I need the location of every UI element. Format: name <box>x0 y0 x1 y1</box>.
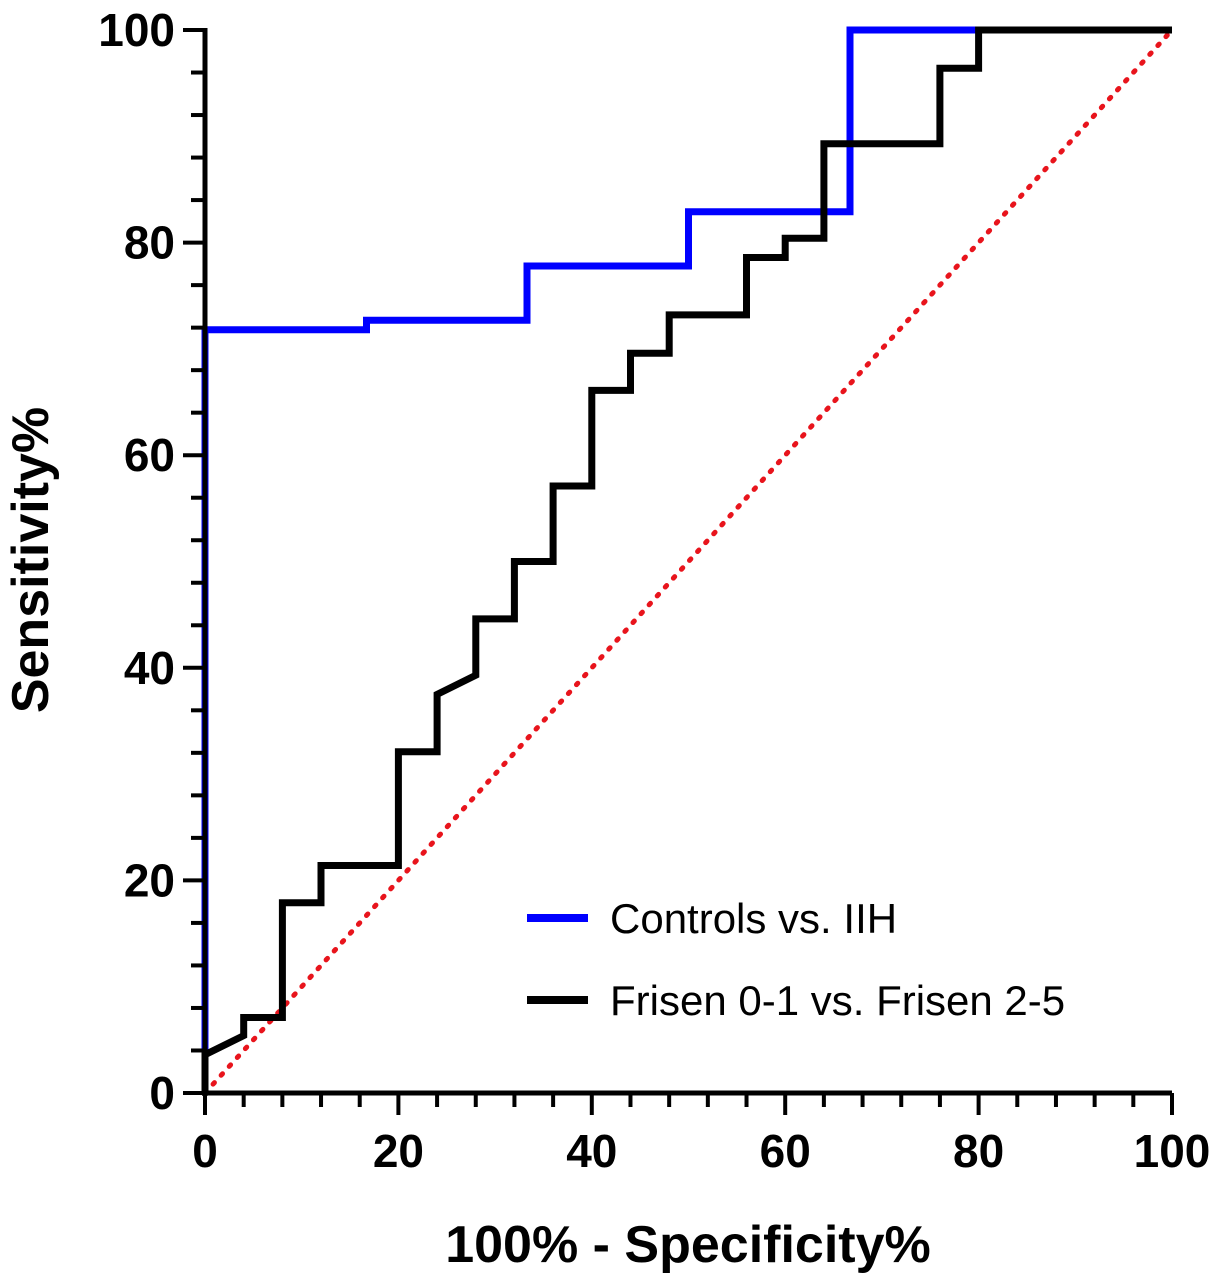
series-line-2 <box>201 26 1172 1093</box>
x-tick-label: 80 <box>953 1125 1004 1177</box>
x-axis-title: 100% - Specificity% <box>445 1216 931 1274</box>
x-tick-label: 20 <box>373 1125 424 1177</box>
y-tick-label: 0 <box>149 1067 175 1119</box>
reference-layer <box>202 27 1175 1096</box>
y-axis-title: Sensitivity% <box>2 407 60 713</box>
y-tick-label: 100 <box>98 4 175 56</box>
x-tick-label: 0 <box>192 1125 218 1177</box>
series-line-1 <box>201 26 979 1093</box>
legend: Controls vs. IIH Frisen 0-1 vs. Frisen 2-… <box>527 895 1065 1024</box>
reference-diagonal-line <box>202 27 1175 1096</box>
y-tick-label: 60 <box>124 429 175 481</box>
y-tick-label: 40 <box>124 642 175 694</box>
series-layer <box>201 26 1172 1093</box>
y-tick-label: 80 <box>124 217 175 269</box>
axes-layer: 0 20 40 60 80 100 0 20 40 60 80 100 <box>98 4 1210 1177</box>
x-tick-label: 60 <box>760 1125 811 1177</box>
legend-label: Controls vs. IIH <box>610 895 897 942</box>
y-tick-label: 20 <box>124 854 175 906</box>
x-tick-label: 40 <box>566 1125 617 1177</box>
legend-label: Frisen 0-1 vs. Frisen 2-5 <box>610 977 1065 1024</box>
x-tick-label: 100 <box>1134 1125 1211 1177</box>
